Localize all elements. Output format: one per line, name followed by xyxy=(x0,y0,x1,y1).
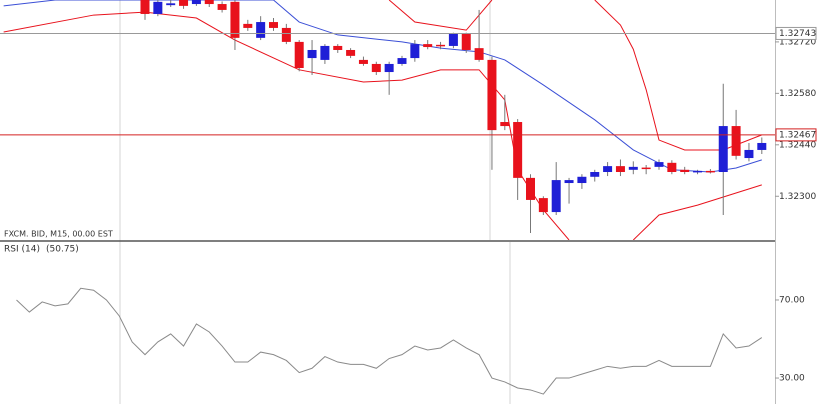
plot-area xyxy=(3,0,767,240)
price-badge-label: 1.32467 xyxy=(779,130,816,140)
candle-body xyxy=(384,63,394,73)
candle-body xyxy=(436,44,446,47)
y-tick-label: 70.00 xyxy=(779,295,805,305)
candle-body xyxy=(667,162,677,173)
candle-body xyxy=(166,3,176,6)
candle-body xyxy=(307,49,317,59)
rsi-value: (50.75) xyxy=(46,245,79,255)
candle-body xyxy=(551,180,561,213)
candle-body xyxy=(320,45,330,60)
candle-body xyxy=(294,41,304,68)
candle-body xyxy=(461,33,471,50)
candle-body xyxy=(500,122,510,127)
y-tick-label: 1.32580 xyxy=(779,89,816,99)
candle-body xyxy=(204,0,214,5)
candle-body xyxy=(744,149,754,159)
candle-body xyxy=(346,49,356,56)
candle-body xyxy=(603,166,613,173)
candle-body xyxy=(371,63,381,73)
candle-body xyxy=(140,0,150,14)
candle-body xyxy=(718,126,728,173)
candle-body xyxy=(269,22,278,28)
candle-body xyxy=(513,122,523,178)
y-tick-label: 1.32720 xyxy=(779,37,816,47)
candle-body xyxy=(487,59,497,131)
candle-body xyxy=(654,162,664,167)
candle-body xyxy=(693,170,703,173)
candle-body xyxy=(590,172,600,177)
candle-body xyxy=(256,22,266,38)
y-tick-label: 30.00 xyxy=(779,374,805,384)
candle-body xyxy=(333,45,343,50)
rsi-line xyxy=(16,287,763,395)
candle-body xyxy=(281,27,291,42)
candle-body xyxy=(628,166,638,170)
candle-body xyxy=(564,180,574,184)
candle-body xyxy=(474,48,484,60)
candle-body xyxy=(423,44,433,48)
candle-body xyxy=(757,142,767,150)
rsi-title: RSI (14) xyxy=(4,245,40,255)
candle-body xyxy=(577,176,587,184)
candle-body xyxy=(243,23,253,28)
plot-area xyxy=(16,287,763,395)
price-title: FXCM. BID, M15, 00.00 EST xyxy=(4,230,113,239)
price-badge xyxy=(775,128,817,142)
candle-body xyxy=(230,1,240,38)
candle-body xyxy=(641,167,651,170)
candle-body xyxy=(179,0,189,6)
candle-body xyxy=(358,59,368,64)
y-tick-label: 1.32300 xyxy=(779,192,816,202)
band-line xyxy=(632,184,762,240)
candle-body xyxy=(397,58,407,64)
candle-body xyxy=(615,166,625,173)
band-line xyxy=(3,0,762,173)
candle-body xyxy=(526,177,535,200)
candle-body xyxy=(538,198,548,213)
candle-body xyxy=(153,1,163,14)
y-tick-label: 1.32440 xyxy=(779,140,816,150)
band-line xyxy=(594,0,762,151)
candle-body xyxy=(680,169,690,173)
candle-body xyxy=(705,170,715,173)
candle-body xyxy=(731,126,741,156)
candle-body xyxy=(217,4,227,10)
price-badge xyxy=(775,26,817,40)
price-badge-label: 1.32743 xyxy=(779,29,816,39)
candle-body xyxy=(448,33,458,46)
candle-body xyxy=(410,44,420,59)
candle-body xyxy=(191,0,201,5)
